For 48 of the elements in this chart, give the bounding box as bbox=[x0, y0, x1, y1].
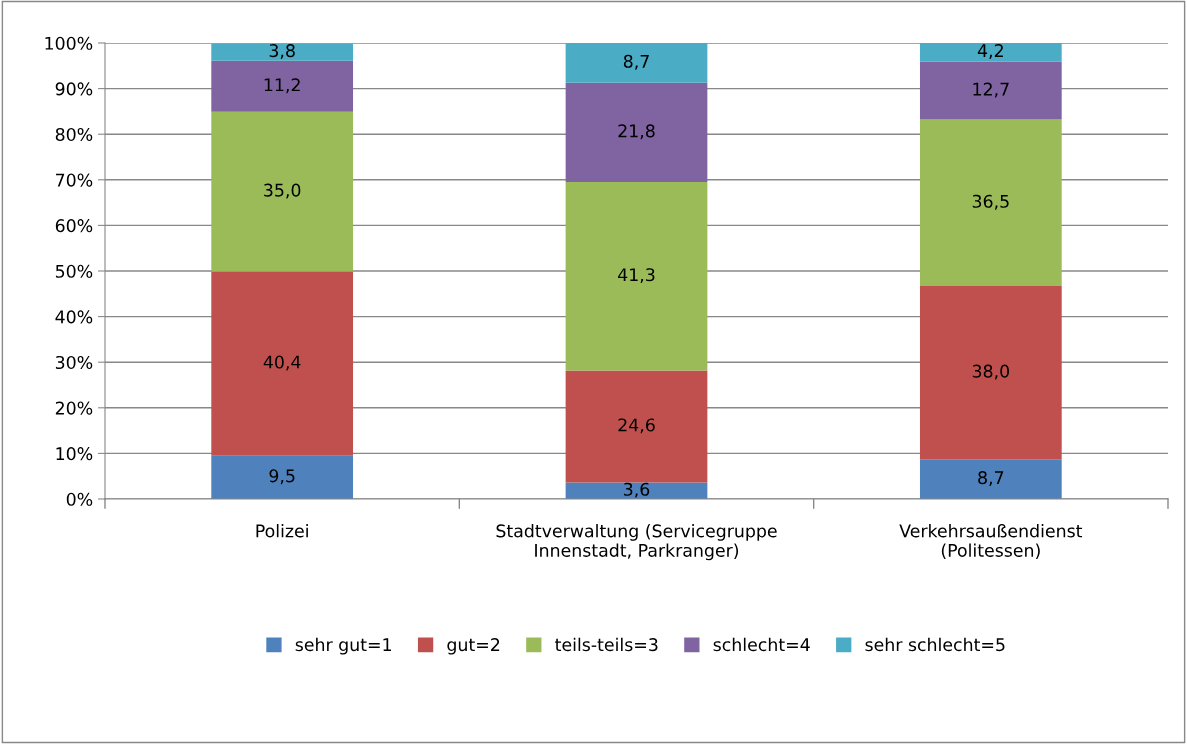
y-tick-label: 50% bbox=[55, 264, 93, 278]
bar bbox=[565, 82, 708, 183]
bar bbox=[211, 455, 354, 499]
data-label: 3,8 bbox=[269, 44, 295, 59]
y-tick-label: 40% bbox=[55, 310, 93, 324]
y-tick-label: 100% bbox=[45, 36, 93, 50]
bar bbox=[565, 370, 708, 483]
data-label: 21,8 bbox=[618, 124, 655, 140]
y-tick-label: 20% bbox=[55, 401, 93, 415]
bar bbox=[565, 43, 708, 83]
y-tick-label: 90% bbox=[55, 82, 93, 96]
bar bbox=[211, 271, 354, 456]
y-tick-label: 30% bbox=[55, 355, 93, 370]
data-label: 41,3 bbox=[618, 268, 655, 284]
data-label: 35,0 bbox=[264, 183, 301, 199]
bar bbox=[919, 459, 1062, 499]
data-label: 12,7 bbox=[973, 82, 1009, 98]
data-label: 8,7 bbox=[978, 471, 1004, 486]
bar bbox=[919, 286, 1062, 460]
x-tick-label: Polizei bbox=[256, 524, 308, 538]
legend-label: schlecht=4 bbox=[713, 637, 810, 652]
legend-label: sehr gut=1 bbox=[295, 637, 391, 655]
x-tick-label: Stadtverwaltung (Servicegruppe Innenstadt, Parkranger) bbox=[496, 524, 777, 561]
bar bbox=[919, 61, 1062, 120]
data-label: 3,6 bbox=[624, 482, 650, 498]
legend-label: sehr schlecht=5 bbox=[865, 637, 1005, 652]
data-label: 40,4 bbox=[263, 355, 301, 371]
bar bbox=[919, 119, 1062, 287]
bar bbox=[211, 43, 354, 61]
y-tick-label: 70% bbox=[56, 173, 93, 187]
data-label: 4,2 bbox=[977, 44, 1003, 59]
bar bbox=[211, 111, 354, 272]
y-tick-label: 10% bbox=[56, 447, 93, 461]
data-label: 11,2 bbox=[264, 78, 300, 94]
data-label: 9,5 bbox=[269, 469, 295, 485]
y-tick-label: 0% bbox=[66, 492, 93, 506]
legend-label: gut=2 bbox=[447, 638, 500, 655]
legend-label: teils-teils=3 bbox=[555, 637, 658, 652]
bar bbox=[919, 43, 1062, 62]
data-label: 24,6 bbox=[618, 418, 655, 434]
data-label: 38,0 bbox=[972, 364, 1010, 380]
y-tick-label: 80% bbox=[55, 127, 93, 142]
bar bbox=[565, 182, 708, 371]
bar bbox=[211, 60, 354, 112]
y-tick-label: 60% bbox=[55, 219, 93, 233]
x-tick-label: Verkehrsaußendienst (Politessen) bbox=[899, 524, 1083, 559]
data-label: 36,5 bbox=[972, 194, 1009, 210]
data-label: 8,7 bbox=[623, 54, 649, 70]
